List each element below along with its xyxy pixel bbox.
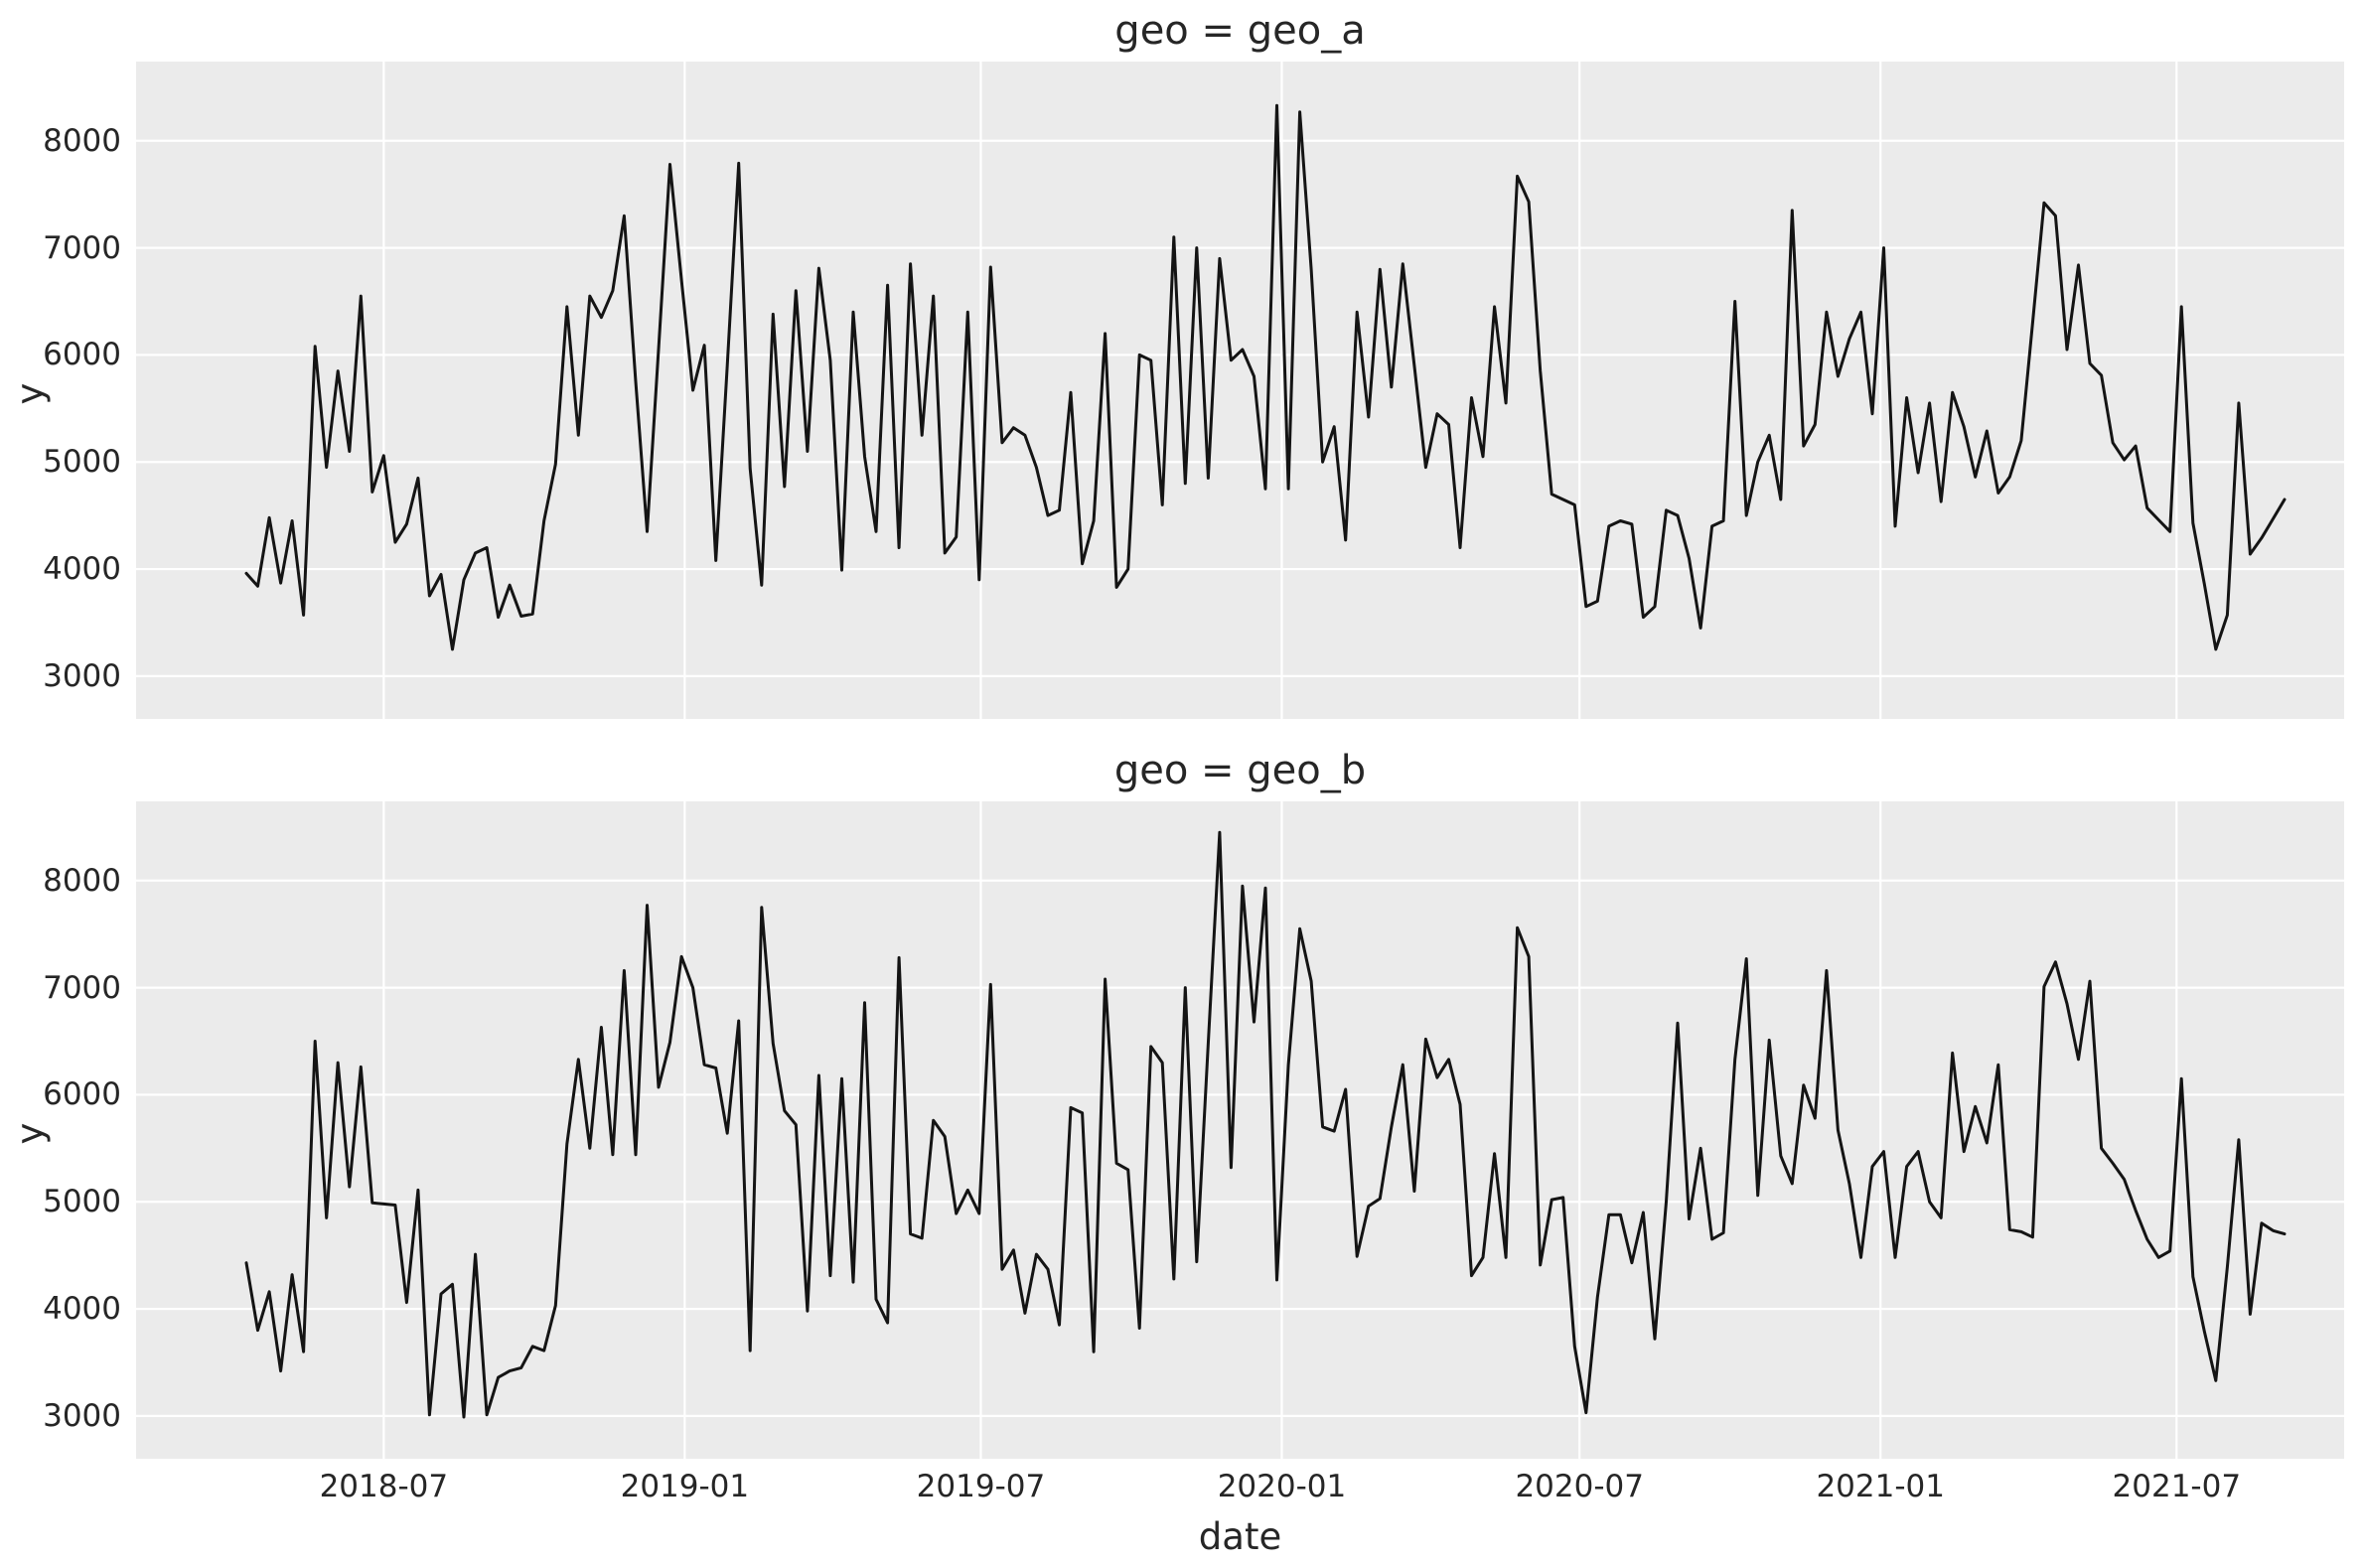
plot-area-geo_b — [136, 801, 2344, 1459]
y-tick-label: 5000 — [43, 444, 121, 481]
y-tick-label: 5000 — [43, 1184, 121, 1220]
panel-geo-b — [136, 801, 2344, 1459]
plot-area-geo_a — [136, 62, 2344, 719]
line-series-geo_b — [244, 830, 2287, 1419]
y-tick-label: 6000 — [43, 1076, 121, 1113]
x-axis-label: date — [1198, 1515, 1282, 1558]
x-tick-label: 2019-07 — [916, 1469, 1046, 1504]
facet-title-geo-b: geo = geo_b — [1113, 748, 1367, 793]
y-tick-label: 3000 — [43, 657, 121, 694]
panel-geo-a — [136, 62, 2344, 719]
y-tick-label: 6000 — [43, 337, 121, 373]
y-tick-label: 8000 — [43, 122, 121, 159]
x-tick-label: 2020-01 — [1217, 1469, 1347, 1504]
axes-background — [136, 62, 2344, 719]
facet-title-geo-a: geo = geo_a — [1114, 8, 1366, 54]
y-tick-label: 8000 — [43, 862, 121, 899]
y-tick-label: 7000 — [43, 229, 121, 266]
line-series-geo_a — [244, 103, 2287, 651]
x-tick-label: 2021-07 — [2112, 1469, 2242, 1504]
x-tick-label: 2021-01 — [1816, 1469, 1945, 1504]
y-tick-label: 7000 — [43, 969, 121, 1006]
x-tick-label: 2020-07 — [1515, 1469, 1644, 1504]
y-tick-label: 3000 — [43, 1397, 121, 1434]
y-tick-label: 4000 — [43, 551, 121, 588]
y-tick-label: 4000 — [43, 1291, 121, 1328]
x-tick-label: 2018-07 — [319, 1469, 449, 1504]
x-tick-label: 2019-01 — [620, 1469, 750, 1504]
